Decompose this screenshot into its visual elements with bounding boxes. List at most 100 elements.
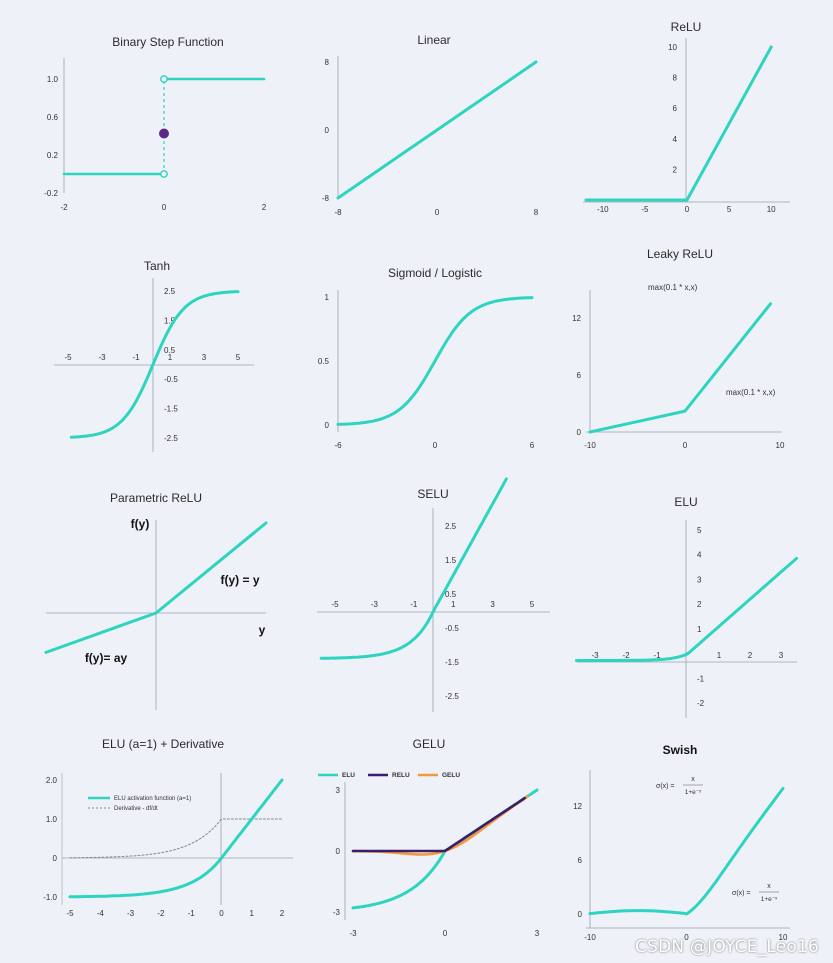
chart-relu: ReLU 2 4 6 8 10 -10 -5 0 5 10 [583,20,790,214]
chart-title: ELU (a=1) + Derivative [102,737,224,751]
x-tick-label: 0 [433,441,438,450]
legend-label: ELU [342,772,355,779]
relu-line [584,45,773,202]
chart-elu-derivative: ELU (a=1) + Derivative 2.0 1.0 0 -1.0 -5 -4 -3 -… [43,737,293,918]
y-tick-label: 2.0 [46,776,58,785]
relu-curve [351,796,526,853]
function-label: f(y) [131,517,150,531]
x-tick-label: 5 [727,205,732,214]
x-tick-label: 2 [280,909,285,918]
y-tick-label: 0 [53,854,58,863]
x-tick-label: -3 [591,651,599,660]
x-tick-label: -4 [97,909,105,918]
y-tick-label: 0.6 [47,113,59,122]
y-tick-label: 0.5 [164,346,176,355]
x-tick-label: 2 [748,651,753,660]
y-tick-label: -8 [322,194,330,203]
x-tick-label: 10 [767,205,776,214]
x-tick-label: 0 [684,933,689,942]
legend-label: ELU activation function (a=1) [114,796,191,802]
open-point [160,75,168,83]
formula-numerator: x [767,883,771,890]
x-tick-label: 1 [717,651,722,660]
y-tick-label: -2.5 [164,434,178,443]
y-tick-label: 6 [673,104,678,113]
y-tick-label: 1 [697,625,702,634]
formula-numerator: x [691,776,695,783]
leaky-relu-line [588,302,772,434]
formula-denominator: 1+e⁻ˣ [761,896,778,903]
x-tick-label: 0 [683,441,688,450]
y-tick-label: 12 [572,314,581,323]
x-tick-label: 0 [443,929,448,938]
x-tick-label: 1 [168,353,173,362]
y-tick-label: -0.5 [164,375,178,384]
x-tick-label: 3 [779,651,784,660]
x-tick-label: 8 [534,208,539,217]
chart-selu: SELU -5 -3 -1 1 3 5 2.5 1.5 0.5 -0.5 -1.5 -2.5 [317,477,550,712]
y-tick-label: 1.5 [445,556,457,565]
x-tick-label: 1 [249,909,254,918]
y-tick-label: 12 [573,802,582,811]
chart-title: Sigmoid / Logistic [388,266,482,280]
x-tick-label: -2 [622,651,630,660]
x-tick-label: 0 [219,909,224,918]
axis-label: y [259,623,266,637]
elu-curve [574,556,798,662]
x-tick-label: -1 [653,651,661,660]
x-tick-label: -5 [331,600,339,609]
y-tick-label: 2 [673,165,678,174]
y-tick-label: 0 [325,126,330,135]
prelu-line [44,521,268,654]
y-tick-label: -1.5 [445,658,459,667]
chart-sigmoid: Sigmoid / Logistic 0 0.5 1 -6 0 6 [318,266,535,450]
chart-tanh: Tanh -5 -3 -1 1 3 5 2.5 1.5 0.5 -0.5 -1.5 -2.5 [54,259,254,452]
x-tick-label: 3 [202,353,207,362]
x-tick-label: 5 [530,600,535,609]
y-tick-label: 0.2 [47,151,59,160]
y-tick-label: -1 [697,674,705,683]
watermark: CSDN @JOYCE_Leo16 [635,937,819,957]
y-tick-label: 4 [673,135,678,144]
chart-title: Swish [663,743,698,757]
y-tick-label: -1.0 [43,893,57,902]
x-tick-label: 3 [490,600,495,609]
formula-denominator: 1+e⁻ˣ [685,789,702,796]
formula-lhs: σ(x) = [732,890,751,897]
x-tick-label: -3 [349,929,357,938]
x-tick-label: 0 [435,208,440,217]
y-tick-label: 8 [673,74,678,83]
x-tick-label: -3 [98,353,106,362]
y-tick-label: 10 [668,43,677,52]
x-tick-label: 0 [685,205,690,214]
y-tick-label: 1.0 [47,75,59,84]
x-tick-label: -2 [157,909,165,918]
open-point [160,170,168,178]
y-tick-label: 1 [325,293,330,302]
x-tick-label: -8 [334,208,342,217]
chart-title: SELU [417,487,448,501]
y-tick-label: 2.5 [445,522,457,531]
x-tick-label: 0 [162,203,167,212]
y-tick-label: 3 [336,786,341,795]
y-tick-label: 2.5 [164,287,176,296]
y-tick-label: 3 [697,575,702,584]
x-tick-label: -5 [66,909,74,918]
x-tick-label: -10 [597,205,609,214]
x-tick-label: -6 [334,441,342,450]
y-tick-label: -2 [697,699,705,708]
function-label: f(y)= ay [85,651,128,665]
gelu-curve [351,795,530,856]
y-tick-label: 6 [577,371,582,380]
x-tick-label: -3 [127,909,135,918]
x-tick-label: 10 [779,933,788,942]
y-tick-label: 0 [577,428,582,437]
derivative-curve [69,818,283,859]
y-tick-label: -1.5 [164,405,178,414]
function-label: f(y) = y [220,573,259,587]
x-tick-label: 3 [535,929,540,938]
selu-curve [319,477,508,660]
y-tick-label: -0.5 [445,624,459,633]
